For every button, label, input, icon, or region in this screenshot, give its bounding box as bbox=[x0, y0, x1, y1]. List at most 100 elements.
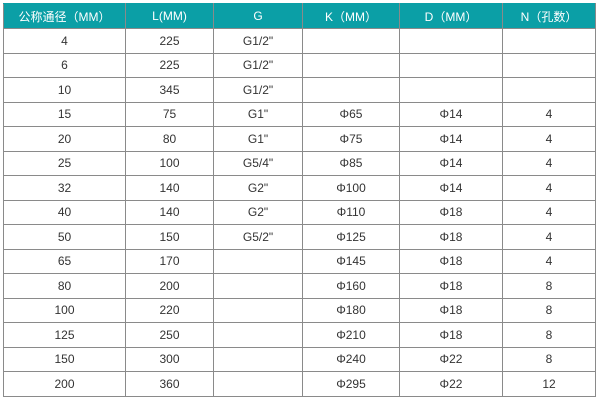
cell-k: Φ295 bbox=[302, 371, 400, 397]
cell-d: Φ18 bbox=[399, 273, 503, 299]
cell-k bbox=[302, 28, 400, 54]
cell-nominal-diameter: 50 bbox=[3, 224, 126, 250]
column-header-k: K（MM） bbox=[302, 3, 400, 29]
cell-k: Φ210 bbox=[302, 322, 400, 348]
cell-k: Φ65 bbox=[302, 101, 400, 127]
table-row: 25 100 G5/4" Φ85 Φ14 4 bbox=[3, 150, 596, 176]
cell-thread bbox=[213, 322, 303, 348]
cell-thread: G1" bbox=[213, 126, 303, 152]
cell-length: 225 bbox=[125, 28, 214, 54]
cell-d: Φ18 bbox=[399, 297, 503, 323]
cell-k: Φ110 bbox=[302, 199, 400, 225]
cell-nominal-diameter: 125 bbox=[3, 322, 126, 348]
cell-d: Φ22 bbox=[399, 346, 503, 372]
cell-length: 200 bbox=[125, 273, 214, 299]
column-header-d: D（MM） bbox=[399, 3, 503, 29]
header-row: 公称通径（MM） L(MM) G K（MM） D（MM） N（孔数） bbox=[3, 3, 596, 29]
table-row: 50 150 G5/2" Φ125 Φ18 4 bbox=[3, 224, 596, 250]
cell-d: Φ18 bbox=[399, 199, 503, 225]
cell-nominal-diameter: 65 bbox=[3, 248, 126, 274]
cell-nominal-diameter: 32 bbox=[3, 175, 126, 201]
cell-n bbox=[502, 28, 596, 54]
cell-n bbox=[502, 52, 596, 78]
cell-k: Φ145 bbox=[302, 248, 400, 274]
cell-k: Φ75 bbox=[302, 126, 400, 152]
cell-length: 150 bbox=[125, 224, 214, 250]
cell-length: 75 bbox=[125, 101, 214, 127]
table-row: 80 200 Φ160 Φ18 8 bbox=[3, 273, 596, 299]
spec-table: 公称通径（MM） L(MM) G K（MM） D（MM） N（孔数） 4 225 G1/2" 6… bbox=[3, 3, 596, 397]
cell-thread: G1/2" bbox=[213, 28, 303, 54]
cell-nominal-diameter: 10 bbox=[3, 77, 126, 103]
cell-k: Φ100 bbox=[302, 175, 400, 201]
table-row: 6 225 G1/2" bbox=[3, 52, 596, 78]
cell-d bbox=[399, 28, 503, 54]
cell-nominal-diameter: 20 bbox=[3, 126, 126, 152]
cell-length: 100 bbox=[125, 150, 214, 176]
cell-n: 4 bbox=[502, 101, 596, 127]
cell-thread: G5/4" bbox=[213, 150, 303, 176]
cell-d bbox=[399, 52, 503, 78]
cell-d: Φ14 bbox=[399, 150, 503, 176]
cell-d: Φ14 bbox=[399, 101, 503, 127]
cell-d: Φ14 bbox=[399, 126, 503, 152]
cell-n: 4 bbox=[502, 248, 596, 274]
cell-nominal-diameter: 6 bbox=[3, 52, 126, 78]
cell-n: 12 bbox=[502, 371, 596, 397]
column-header-n: N（孔数） bbox=[502, 3, 596, 29]
cell-length: 80 bbox=[125, 126, 214, 152]
cell-nominal-diameter: 15 bbox=[3, 101, 126, 127]
cell-k bbox=[302, 77, 400, 103]
cell-d: Φ18 bbox=[399, 322, 503, 348]
cell-nominal-diameter: 4 bbox=[3, 28, 126, 54]
cell-n: 4 bbox=[502, 224, 596, 250]
cell-k: Φ85 bbox=[302, 150, 400, 176]
cell-n bbox=[502, 77, 596, 103]
cell-d: Φ14 bbox=[399, 175, 503, 201]
cell-n: 8 bbox=[502, 273, 596, 299]
cell-thread bbox=[213, 297, 303, 323]
table-row: 10 345 G1/2" bbox=[3, 77, 596, 103]
cell-nominal-diameter: 150 bbox=[3, 346, 126, 372]
cell-length: 360 bbox=[125, 371, 214, 397]
cell-n: 4 bbox=[502, 175, 596, 201]
cell-thread: G1" bbox=[213, 101, 303, 127]
table-row: 4 225 G1/2" bbox=[3, 28, 596, 54]
table-row: 125 250 Φ210 Φ18 8 bbox=[3, 322, 596, 348]
cell-thread bbox=[213, 346, 303, 372]
cell-nominal-diameter: 25 bbox=[3, 150, 126, 176]
cell-k bbox=[302, 52, 400, 78]
cell-length: 140 bbox=[125, 175, 214, 201]
cell-thread: G2" bbox=[213, 199, 303, 225]
cell-d: Φ18 bbox=[399, 248, 503, 274]
cell-length: 140 bbox=[125, 199, 214, 225]
cell-n: 8 bbox=[502, 297, 596, 323]
table-row: 65 170 Φ145 Φ18 4 bbox=[3, 248, 596, 274]
cell-k: Φ160 bbox=[302, 273, 400, 299]
table-row: 100 220 Φ180 Φ18 8 bbox=[3, 297, 596, 323]
column-header-length: L(MM) bbox=[125, 3, 214, 29]
table-row: 200 360 Φ295 Φ22 12 bbox=[3, 371, 596, 397]
cell-n: 4 bbox=[502, 150, 596, 176]
cell-d bbox=[399, 77, 503, 103]
cell-length: 225 bbox=[125, 52, 214, 78]
cell-k: Φ180 bbox=[302, 297, 400, 323]
cell-d: Φ18 bbox=[399, 224, 503, 250]
cell-n: 4 bbox=[502, 126, 596, 152]
cell-n: 8 bbox=[502, 346, 596, 372]
column-header-thread: G bbox=[213, 3, 303, 29]
cell-nominal-diameter: 80 bbox=[3, 273, 126, 299]
cell-n: 4 bbox=[502, 199, 596, 225]
cell-thread: G5/2" bbox=[213, 224, 303, 250]
cell-thread bbox=[213, 273, 303, 299]
cell-d: Φ22 bbox=[399, 371, 503, 397]
cell-nominal-diameter: 100 bbox=[3, 297, 126, 323]
column-header-nominal-diameter: 公称通径（MM） bbox=[3, 3, 126, 29]
cell-length: 220 bbox=[125, 297, 214, 323]
table-row: 40 140 G2" Φ110 Φ18 4 bbox=[3, 199, 596, 225]
cell-length: 300 bbox=[125, 346, 214, 372]
cell-thread bbox=[213, 371, 303, 397]
cell-length: 250 bbox=[125, 322, 214, 348]
cell-thread bbox=[213, 248, 303, 274]
cell-nominal-diameter: 200 bbox=[3, 371, 126, 397]
